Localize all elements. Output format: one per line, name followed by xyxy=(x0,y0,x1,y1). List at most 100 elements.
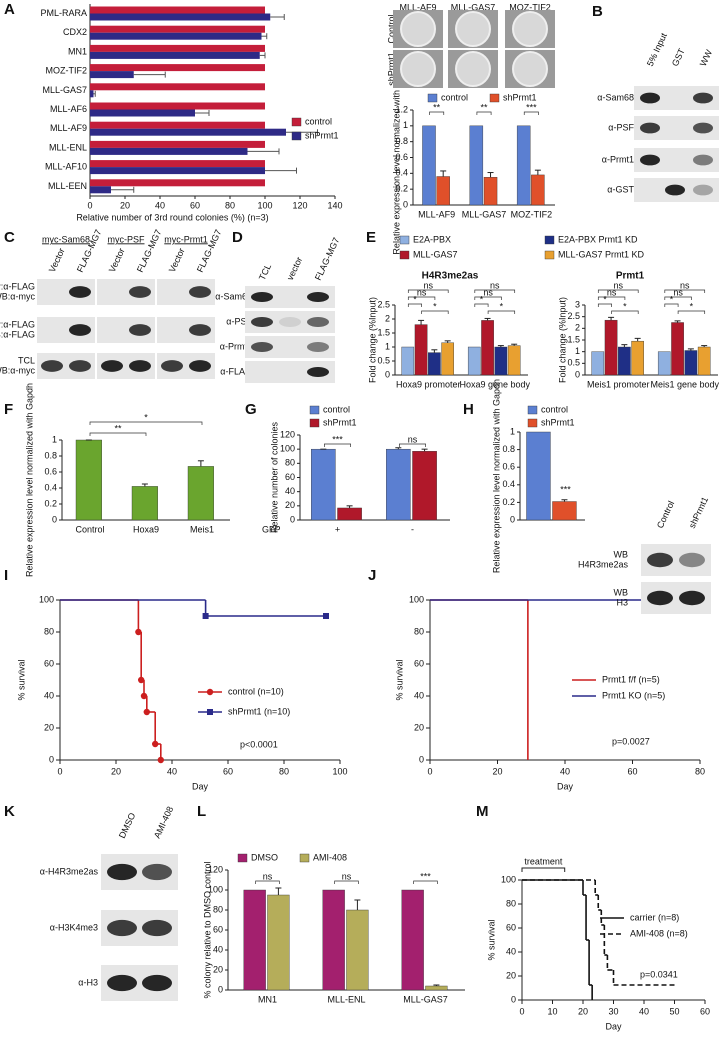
row-label: α-Prmt1 xyxy=(602,154,634,164)
legend-swatch xyxy=(291,117,302,127)
significance-bracket xyxy=(664,296,692,300)
panel-letter: J xyxy=(368,567,376,584)
row-label: WB:α-myc xyxy=(0,291,35,301)
marker xyxy=(157,756,164,764)
significance-label: ns xyxy=(263,871,273,881)
bar xyxy=(90,121,265,129)
blot-band xyxy=(251,342,273,352)
bar xyxy=(90,13,271,21)
x-tick-label: - xyxy=(411,524,414,534)
y-tick-label: MLL-ENL xyxy=(49,142,87,152)
significance-bracket xyxy=(413,880,438,884)
bar xyxy=(311,448,336,521)
y-tick-label: CDX2 xyxy=(63,27,87,37)
x-tick-label: 40 xyxy=(560,766,570,776)
legend-swatch xyxy=(527,405,538,415)
significance-label: * xyxy=(670,294,674,304)
y-tick-label: 1 xyxy=(52,434,57,444)
significance-label: *** xyxy=(420,871,431,881)
x-tick-label: MN1 xyxy=(258,994,277,1004)
lane-label: WW xyxy=(698,48,714,68)
bar xyxy=(618,346,631,376)
x-tick-label: 100 xyxy=(332,766,347,776)
bar xyxy=(90,147,248,155)
bar xyxy=(428,352,441,376)
y-axis-label: % survival xyxy=(486,919,496,960)
row-label: H3 xyxy=(616,597,628,607)
significance-bracket xyxy=(255,880,280,884)
blot-background xyxy=(245,361,335,383)
error-bar xyxy=(444,340,451,343)
bar xyxy=(481,320,494,376)
marker xyxy=(207,709,213,715)
x-tick-label: 20 xyxy=(492,766,502,776)
y-tick-label: 1.2 xyxy=(395,104,408,114)
row-label: α-Sam68 xyxy=(215,291,252,301)
significance-label: * xyxy=(500,301,504,311)
significance-bracket xyxy=(407,289,449,293)
bar xyxy=(441,342,454,376)
plate xyxy=(400,51,436,87)
row-label: α-H3 xyxy=(78,977,98,987)
y-tick-label: MLL-EEN xyxy=(48,181,87,191)
y-tick-label: 0.4 xyxy=(502,479,515,489)
x-axis-label: Day xyxy=(605,1021,622,1031)
x-tick-label: MLL-ENL xyxy=(327,994,365,1004)
error-bar xyxy=(247,148,280,155)
row-label: WB xyxy=(614,587,629,597)
x-tick-label: 40 xyxy=(155,200,165,210)
legend-label: shPrmt1 (n=10) xyxy=(228,706,290,716)
y-tick-label: 0.6 xyxy=(395,152,408,162)
y-tick-label: 80 xyxy=(44,626,54,636)
annotation: p=0.0341 xyxy=(640,969,678,979)
legend-label: Prmt1 f/f (n=5) xyxy=(602,674,660,684)
blot-band xyxy=(307,367,329,377)
error-bar xyxy=(621,344,628,347)
error-bar xyxy=(487,172,494,178)
bar xyxy=(494,346,508,376)
y-tick-label: 40 xyxy=(414,690,424,700)
x-tick-label: 60 xyxy=(190,200,200,210)
significance-label: *** xyxy=(560,484,571,494)
legend-swatch xyxy=(309,418,320,428)
error-bar xyxy=(440,170,447,177)
plate xyxy=(512,51,548,87)
bar xyxy=(467,346,481,376)
row-label: α-PSF xyxy=(608,122,634,132)
significance-label: * xyxy=(480,294,484,304)
blot-band xyxy=(142,974,172,992)
panel-letter: F xyxy=(4,401,13,418)
y-axis-label: Relative expression level normalized wit… xyxy=(491,379,501,573)
y-tick-label: 60 xyxy=(44,658,54,668)
y-tick-label: 0.6 xyxy=(44,466,57,476)
x-axis-label: Day xyxy=(192,781,209,791)
lane-label: Control xyxy=(655,499,676,530)
blot-band xyxy=(307,292,329,302)
significance-bracket xyxy=(474,303,489,307)
y-tick-label: 60 xyxy=(285,472,295,482)
row-label: α-Sam68 xyxy=(597,92,634,102)
row-label: α-H3K4me3 xyxy=(50,922,98,932)
y-tick-label: 0.8 xyxy=(44,450,57,460)
legend-label: shPrmt1 xyxy=(323,417,357,427)
significance-bracket xyxy=(664,289,706,293)
error-bar xyxy=(395,447,402,450)
y-tick-label: 0 xyxy=(510,514,515,524)
panel-letter: M xyxy=(476,803,489,820)
y-tick-label: 2 xyxy=(575,323,580,333)
x-tick-label: 20 xyxy=(111,766,121,776)
blot-band xyxy=(161,360,183,372)
y-tick-label: 100 xyxy=(39,594,54,604)
significance-label: ns xyxy=(423,280,433,290)
y-axis-label: Relative expression level normalized wit… xyxy=(391,60,401,254)
y-tick-label: 100 xyxy=(208,884,223,894)
y-tick-label: 100 xyxy=(409,594,424,604)
subplot-title: Prmt1 xyxy=(616,271,645,282)
y-tick-label: 1.5 xyxy=(567,334,580,344)
legend-label: MLL-GAS7 xyxy=(413,249,458,259)
error-bar xyxy=(418,319,425,325)
y-tick-label: 0.2 xyxy=(44,498,57,508)
error-bar xyxy=(354,899,361,910)
y-tick-label: MN1 xyxy=(68,46,87,56)
significance-label: * xyxy=(603,294,607,304)
